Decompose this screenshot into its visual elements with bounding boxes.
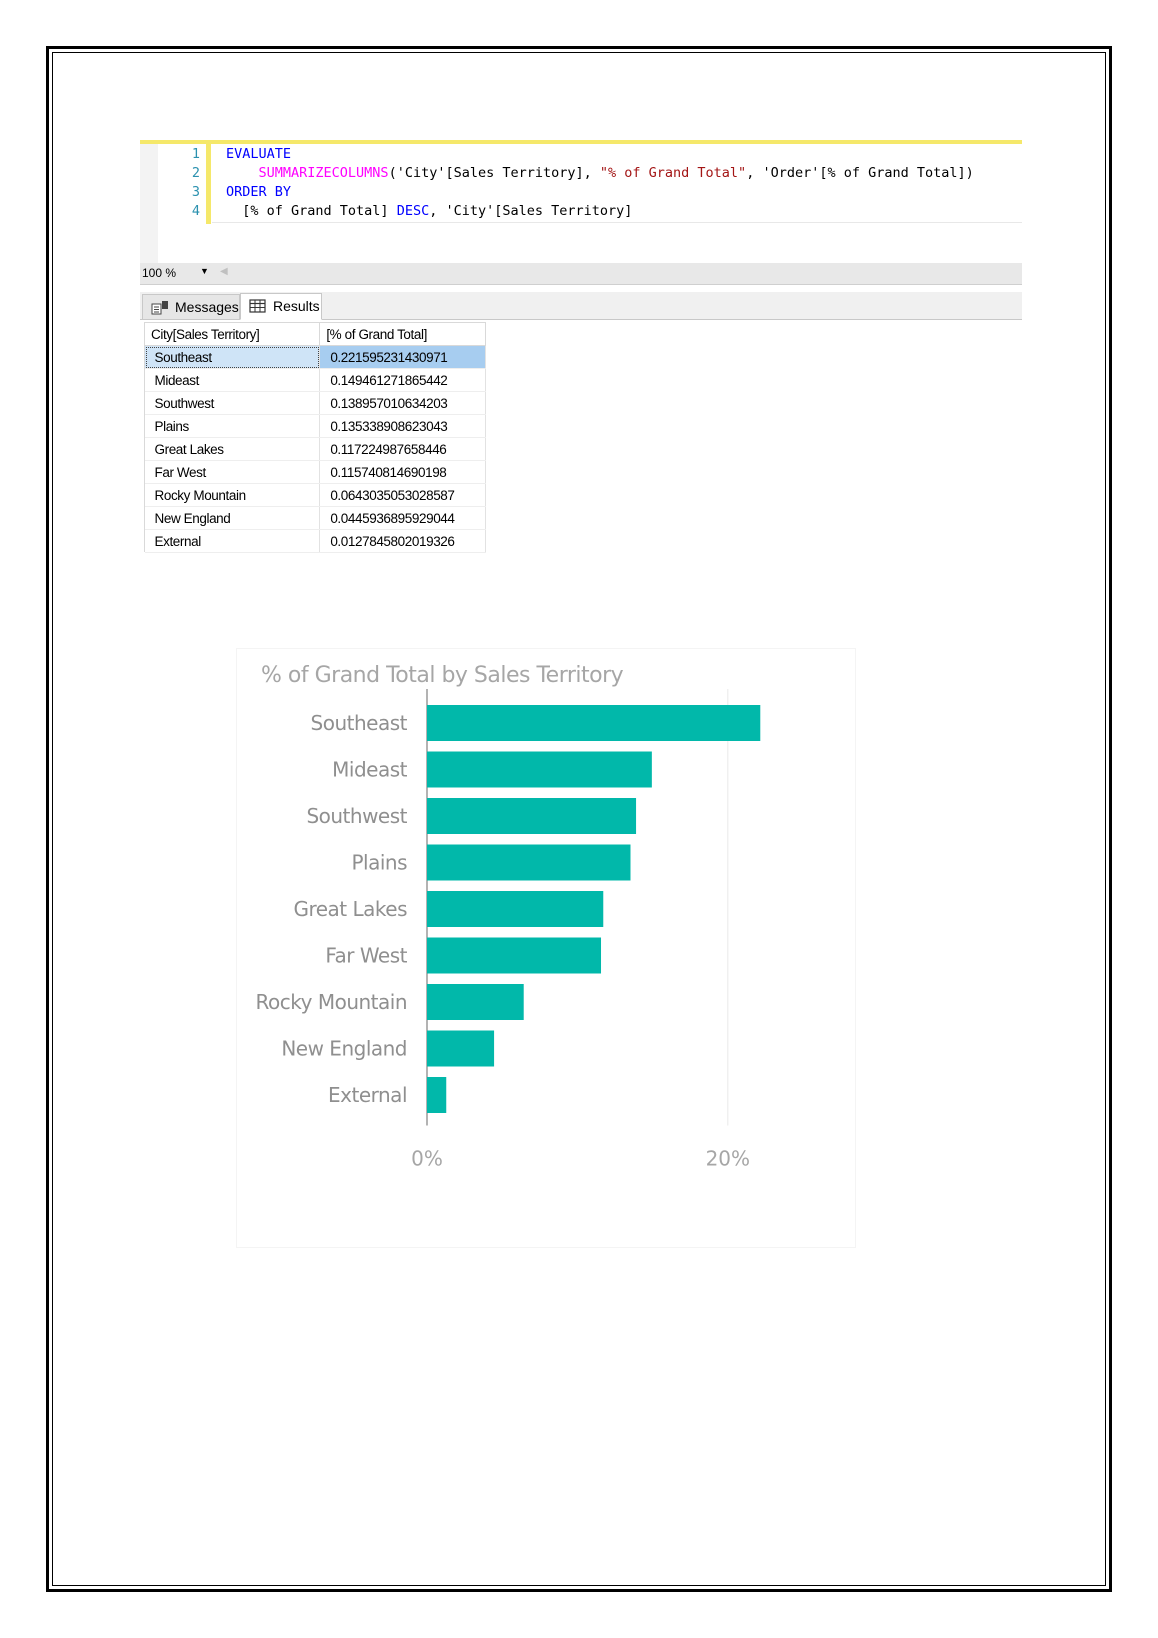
- bar-chart: % of Grand Total by Sales Territory 0% 20…: [236, 648, 856, 1248]
- query-editor[interactable]: 1 EVALUATE 2 SUMMARIZECOLUMNS('City'[Sales…: [140, 140, 1022, 263]
- tab-results-label: Results: [273, 298, 320, 314]
- chart-canvas: 0% 20% Southeast Mideast Southwest Plains Grea…: [256, 689, 761, 1171]
- category-label: Rocky Mountain: [256, 990, 407, 1014]
- percent-cell[interactable]: 0.138957010634203: [319, 391, 486, 415]
- territory-cell[interactable]: Far West: [144, 460, 321, 484]
- territory-cell[interactable]: Rocky Mountain: [144, 483, 321, 507]
- bar-far-west[interactable]: [427, 937, 602, 974]
- grid-header-row: City[Sales Territory] [% of Grand Total]: [143, 322, 486, 346]
- percent-cell[interactable]: 0.0445936895929044: [319, 506, 486, 530]
- table-row[interactable]: Mideast 0.149461271865442: [144, 368, 486, 392]
- code-token: ('City'[Sales Territory],: [388, 165, 600, 181]
- percent-cell[interactable]: 0.135338908623043: [319, 414, 486, 438]
- bar-southeast[interactable]: [427, 705, 761, 741]
- bar-mideast[interactable]: [427, 751, 652, 788]
- line-number: 4: [191, 203, 200, 219]
- table-row[interactable]: Far West 0.115740814690198: [144, 460, 486, 484]
- bar-new-england[interactable]: [427, 1030, 495, 1067]
- chart-title: % of Grand Total by Sales Territory: [261, 663, 624, 688]
- code-line[interactable]: 2 SUMMARIZECOLUMNS('City'[Sales Territor…: [140, 163, 1022, 183]
- page-border-outer: [46, 46, 1112, 1592]
- percent-cell[interactable]: 0.0643035053028587: [319, 483, 486, 507]
- table-row[interactable]: New England 0.0445936895929044: [144, 506, 486, 530]
- scroll-left-icon[interactable]: ◀: [220, 266, 228, 277]
- code-text: EVALUATE: [226, 144, 291, 164]
- percent-cell[interactable]: 0.117224987658446: [319, 437, 486, 461]
- code-token: EVALUATE: [226, 146, 292, 162]
- category-label: Far West: [325, 944, 407, 968]
- zoom-level[interactable]: 100 %: [142, 266, 177, 280]
- code-token: [% of Grand Total]: [226, 203, 397, 219]
- territory-cell[interactable]: Southeast: [144, 345, 321, 369]
- bar-external[interactable]: [427, 1077, 447, 1113]
- percent-cell[interactable]: 0.221595231430971: [319, 345, 486, 369]
- territory-cell[interactable]: External: [144, 529, 321, 553]
- code-token: , 'Order'[% of Grand Total]): [746, 165, 974, 181]
- editor-margin: [140, 144, 158, 263]
- line-number: 2: [191, 165, 200, 181]
- territory-cell[interactable]: Plains: [144, 414, 321, 438]
- territory-cell[interactable]: Great Lakes: [144, 437, 321, 461]
- line-number: 3: [191, 184, 200, 200]
- tab-messages[interactable]: Messages: [142, 294, 240, 319]
- percent-cell[interactable]: 0.149461271865442: [319, 368, 486, 392]
- code-token: , 'City'[Sales Territory]: [429, 203, 633, 219]
- code-line[interactable]: 1 EVALUATE: [140, 144, 1022, 164]
- table-row[interactable]: Great Lakes 0.117224987658446: [144, 437, 486, 461]
- table-row[interactable]: Southwest 0.138957010634203: [144, 391, 486, 415]
- column-header[interactable]: City[Sales Territory]: [143, 322, 321, 346]
- column-header[interactable]: [% of Grand Total]: [319, 322, 486, 346]
- code-token: DESC: [396, 203, 430, 219]
- code-token: "% of Grand Total": [599, 165, 747, 181]
- code-line[interactable]: 3 ORDER BY: [140, 182, 1022, 202]
- bar-plains[interactable]: [427, 844, 631, 881]
- change-indicator-bar: [206, 144, 211, 224]
- category-label: New England: [281, 1037, 407, 1061]
- code-line[interactable]: 4 [% of Grand Total] DESC, 'City'[Sales …: [140, 201, 1022, 221]
- grid-icon: [249, 299, 266, 313]
- category-label: Great Lakes: [293, 897, 407, 921]
- category-label: Mideast: [332, 758, 407, 782]
- tab-messages-label: Messages: [175, 299, 239, 315]
- category-label: Southeast: [311, 711, 408, 735]
- page-border-inner: [52, 52, 1106, 1586]
- zoom-dropdown-icon[interactable]: ▼: [200, 266, 209, 276]
- code-text: ORDER BY: [226, 182, 291, 202]
- code-token: [226, 165, 259, 181]
- code-token: ORDER BY: [226, 184, 292, 200]
- code-text: [% of Grand Total] DESC, 'City'[Sales Te…: [226, 201, 632, 221]
- bar-great-lakes[interactable]: [427, 891, 604, 927]
- editor-status-bar: 100 % ▼ ◀: [140, 263, 1022, 285]
- x-tick-label: 0%: [411, 1147, 443, 1171]
- messages-icon: [151, 301, 168, 315]
- line-number: 1: [191, 146, 200, 162]
- category-label: Plains: [351, 851, 407, 875]
- code-text: SUMMARIZECOLUMNS('City'[Sales Territory]…: [226, 163, 974, 183]
- territory-cell[interactable]: Mideast: [144, 368, 321, 392]
- bar-southwest[interactable]: [427, 798, 637, 834]
- category-label: External: [328, 1083, 407, 1107]
- territory-cell[interactable]: Southwest: [144, 391, 321, 415]
- result-tabs: Messages Results: [140, 292, 1022, 320]
- x-tick-label: 20%: [706, 1147, 750, 1171]
- table-row[interactable]: Plains 0.135338908623043: [144, 414, 486, 438]
- results-grid: City[Sales Territory] [% of Grand Total] S…: [143, 322, 486, 553]
- percent-cell[interactable]: 0.0127845802019326: [319, 529, 486, 553]
- tab-results[interactable]: Results: [240, 293, 322, 320]
- code-token: SUMMARIZECOLUMNS: [258, 165, 389, 181]
- table-row[interactable]: Rocky Mountain 0.0643035053028587: [144, 483, 486, 507]
- current-line-highlight: [212, 222, 1022, 223]
- table-row[interactable]: Southeast 0.221595231430971: [144, 345, 486, 369]
- territory-cell[interactable]: New England: [144, 506, 321, 530]
- percent-cell[interactable]: 0.115740814690198: [319, 460, 486, 484]
- category-label: Southwest: [306, 804, 407, 828]
- table-row[interactable]: External 0.0127845802019326: [144, 529, 486, 553]
- bar-rocky-mountain[interactable]: [427, 984, 524, 1020]
